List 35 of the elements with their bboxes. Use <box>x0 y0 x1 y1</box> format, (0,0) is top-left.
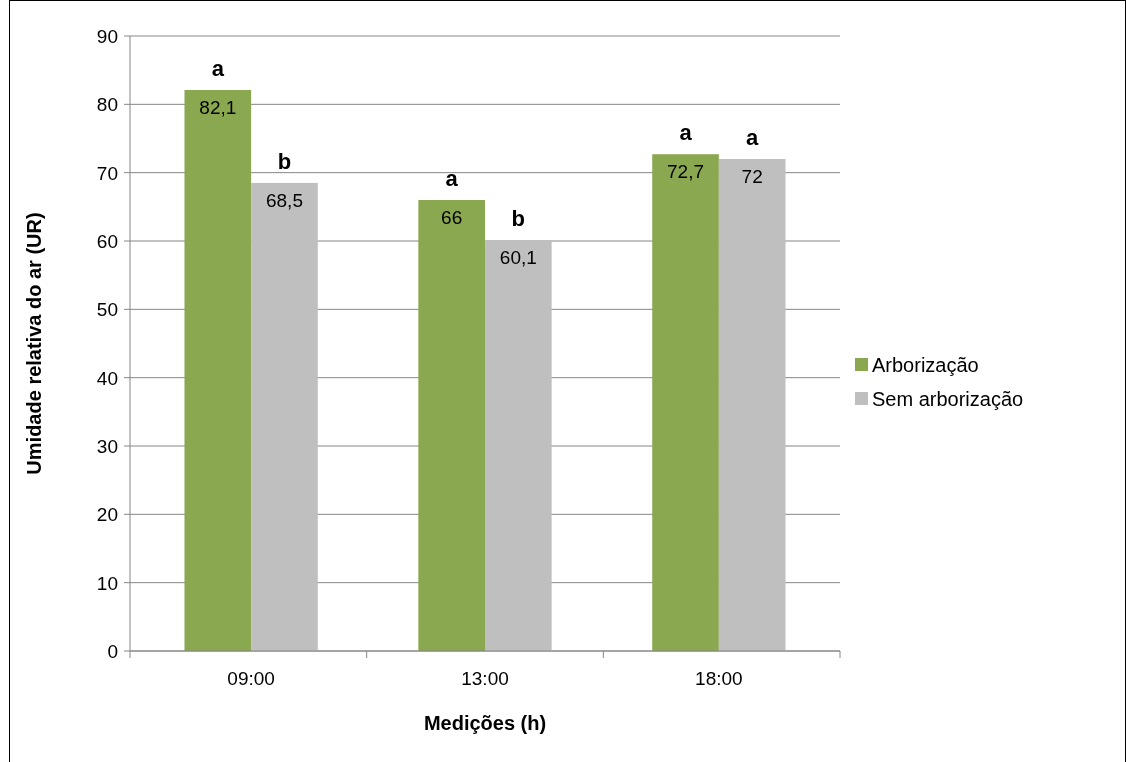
bar <box>184 89 252 651</box>
data-label: 82,1 <box>199 96 237 118</box>
data-label: 68,5 <box>265 189 303 211</box>
y-tick-label: 70 <box>96 162 118 184</box>
y-tick-label: 30 <box>96 436 118 457</box>
annotation: a <box>445 166 459 191</box>
data-label: 60,1 <box>499 247 537 269</box>
annotation: a <box>211 55 225 81</box>
y-tick-label: 60 <box>96 231 118 252</box>
y-tick-label: 50 <box>96 299 118 321</box>
annotation: b <box>277 148 292 174</box>
y-tick-label: 80 <box>96 94 118 116</box>
y-tick-label: 20 <box>96 504 118 526</box>
x-axis-title: Medições (h) <box>423 712 547 734</box>
y-tick-label: 90 <box>96 26 118 47</box>
legend-label: Sem arborização <box>872 388 1024 410</box>
data-label: 72,7 <box>667 161 705 183</box>
data-label: 66 <box>441 207 463 228</box>
bar <box>718 159 786 651</box>
bar <box>485 240 552 651</box>
y-axis-title: Umidade relativa do ar (UR) <box>23 212 45 475</box>
y-tick-label: 40 <box>96 367 118 389</box>
y-tick-label: 10 <box>96 572 118 594</box>
bar <box>652 154 719 651</box>
legend-label: Arborização <box>872 354 979 376</box>
bar <box>418 200 485 651</box>
x-tick-label: 18:00 <box>695 668 743 689</box>
annotation: a <box>746 125 760 150</box>
data-label: 72 <box>741 166 763 187</box>
annotation: b <box>511 206 526 232</box>
y-tick-label: 0 <box>107 641 118 662</box>
x-tick-label: 13:00 <box>461 668 509 689</box>
x-tick-label: 09:00 <box>227 668 275 689</box>
annotation: a <box>679 120 693 146</box>
bar <box>251 182 318 651</box>
